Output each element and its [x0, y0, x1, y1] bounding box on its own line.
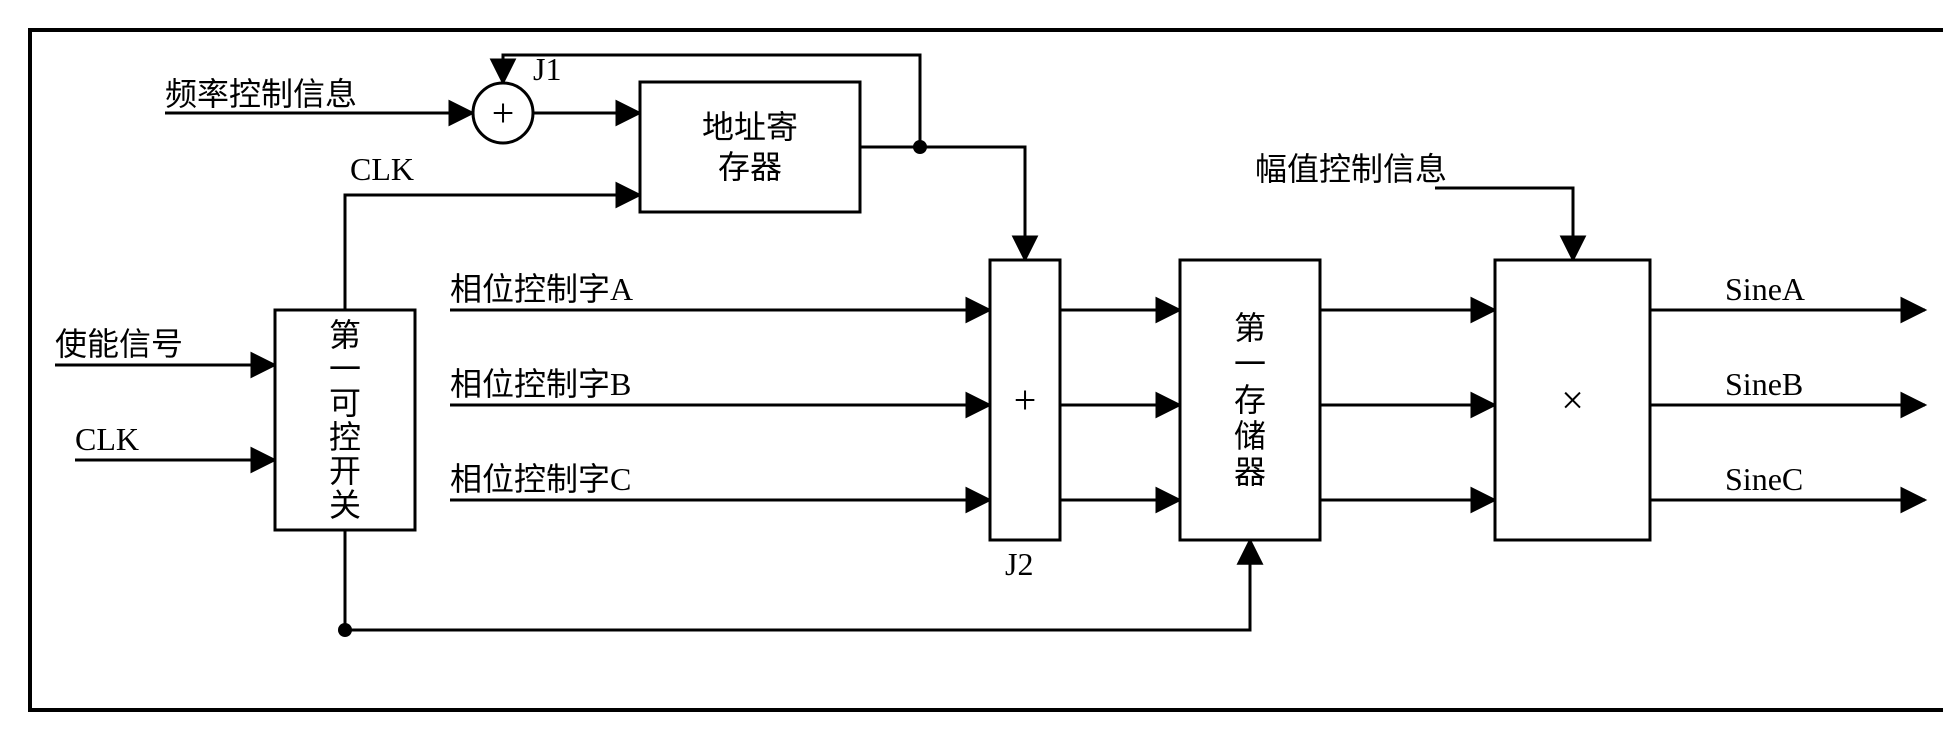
edge-sw_to_mem_clk	[345, 530, 1250, 630]
node-switch-label-3: 控	[329, 419, 361, 455]
node-adder_j2-symbol: +	[1014, 378, 1037, 423]
junction-dot-0	[913, 140, 927, 154]
label-clk_in: CLK	[75, 421, 139, 457]
node-memory-label-3: 储	[1234, 418, 1266, 454]
edge-addr_to_j2	[920, 147, 1025, 260]
label-sine_c: SineC	[1725, 461, 1803, 497]
label-phase_a: 相位控制字A	[450, 271, 633, 307]
node-mult-symbol: ×	[1561, 378, 1584, 423]
node-switch-label-5: 关	[329, 487, 361, 523]
label-sine_a: SineA	[1725, 271, 1805, 307]
node-switch-label-2: 可	[329, 385, 361, 421]
label-clk_upper: CLK	[350, 151, 414, 187]
node-adder_j1: +	[473, 83, 533, 143]
node-mult: ×	[1495, 260, 1650, 540]
node-memory-label-4: 器	[1234, 454, 1266, 490]
node-memory-label-2: 存	[1234, 382, 1266, 418]
node-switch-label-1: 一	[329, 351, 361, 387]
node-adder_j1-symbol: +	[492, 91, 515, 136]
junction-dot-1	[338, 623, 352, 637]
label-phase_b: 相位控制字B	[450, 366, 631, 402]
node-switch-label-0: 第	[329, 317, 361, 353]
node-switch: 第一可控开关	[275, 310, 415, 530]
label-amp_ctrl: 幅值控制信息	[1255, 151, 1447, 187]
block-diagram: 第一可控开关+地址寄存器+第一存储器× 频率控制信息使能信号CLKCLK相位控制…	[20, 20, 1943, 725]
node-memory-label-0: 第	[1234, 310, 1266, 346]
node-addr_reg-label-1: 存器	[718, 149, 782, 185]
edge-amp_to_mul	[1435, 188, 1573, 260]
label-j1: J1	[533, 51, 561, 87]
node-addr_reg: 地址寄存器	[640, 82, 860, 212]
label-sine_b: SineB	[1725, 366, 1803, 402]
label-phase_c: 相位控制字C	[450, 461, 631, 497]
label-enable: 使能信号	[55, 326, 183, 362]
junction-dots	[338, 140, 927, 637]
node-addr_reg-label-0: 地址寄	[702, 109, 798, 145]
label-freq_ctrl: 频率控制信息	[165, 76, 357, 112]
node-adder_j2: +	[990, 260, 1060, 540]
node-memory-label-1: 一	[1234, 346, 1266, 382]
node-switch-label-4: 开	[329, 453, 361, 489]
node-memory: 第一存储器	[1180, 260, 1320, 540]
label-j2: J2	[1005, 546, 1033, 582]
